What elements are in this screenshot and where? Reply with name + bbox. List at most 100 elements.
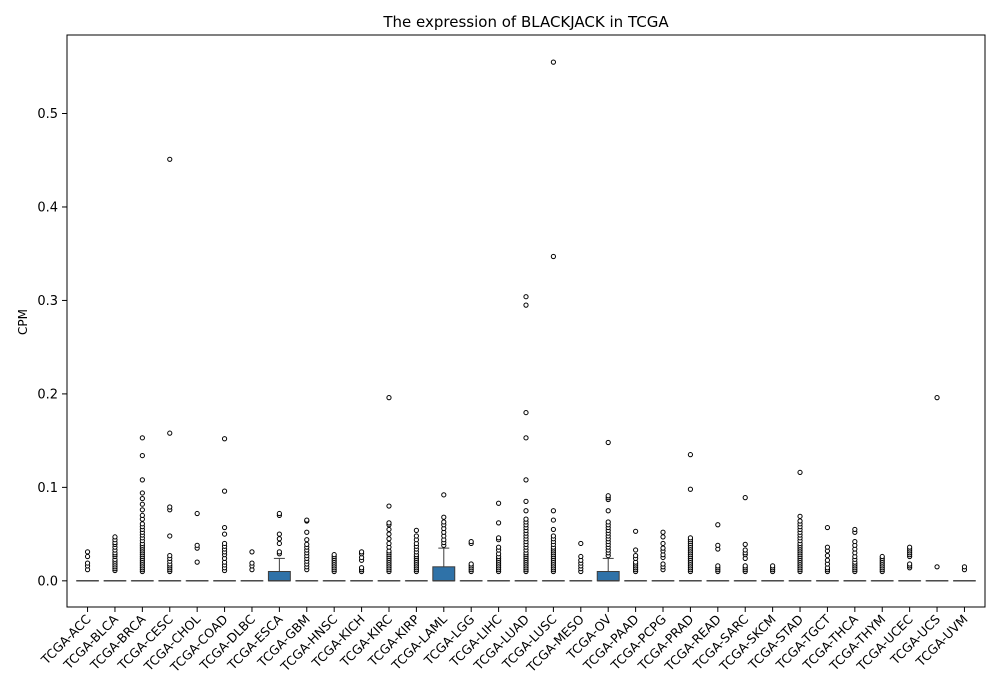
y-tick-label: 0.2 <box>37 387 58 402</box>
box-tcga-tgct <box>815 524 839 582</box>
outlier-point <box>687 535 694 541</box>
box-tcga-lihc <box>487 500 511 582</box>
outlier-point <box>194 542 200 548</box>
outlier-point <box>139 452 145 459</box>
outlier-point <box>139 507 145 513</box>
outlier-point <box>386 520 392 526</box>
outlier-point <box>84 549 91 555</box>
box-tcga-hnsc <box>322 552 346 582</box>
outlier-point <box>578 553 584 560</box>
outlier-point <box>550 59 557 65</box>
box-tcga-acc <box>76 549 100 582</box>
outlier-point <box>276 540 282 547</box>
outlier-point <box>523 435 529 441</box>
outlier-point <box>550 517 557 523</box>
box-tcga-gbm <box>295 517 319 582</box>
y-axis: 0.0 0.1 0.2 0.3 0.4 0.5 <box>37 107 67 589</box>
box-tcga-lusc <box>541 59 565 582</box>
outlier-point <box>715 522 721 528</box>
outlier-point <box>221 488 228 494</box>
outlier-point <box>221 540 228 547</box>
outlier-point <box>221 524 228 531</box>
outlier-point <box>742 563 748 569</box>
outlier-point <box>386 503 392 509</box>
box-tcga-stad <box>788 469 812 582</box>
y-tick-label: 0.1 <box>37 481 58 496</box>
outlier-point <box>441 492 447 498</box>
outlier-point <box>468 561 474 567</box>
box-tcga-read <box>706 522 730 582</box>
outlier-point <box>495 544 502 550</box>
box-tcga-kirp <box>404 527 428 582</box>
outlier-point <box>167 533 173 539</box>
box-tcga-laml <box>432 492 456 582</box>
outlier-point <box>605 519 611 525</box>
box-tcga-cesc <box>158 156 182 582</box>
outlier-point <box>386 531 392 537</box>
outlier-point <box>276 531 282 537</box>
outlier-point <box>715 542 721 548</box>
outlier-point <box>304 517 310 523</box>
outlier-point <box>578 540 584 547</box>
outlier-point <box>852 526 858 533</box>
outlier-point <box>824 544 831 550</box>
outlier-point <box>441 519 447 525</box>
outlier-point <box>824 524 831 531</box>
outlier-point <box>742 541 748 547</box>
outlier-point <box>550 533 557 539</box>
outlier-point <box>139 435 145 441</box>
outlier-point <box>550 508 557 514</box>
outlier-point <box>386 526 392 533</box>
outlier-point <box>249 549 255 555</box>
outlier-point <box>633 552 639 559</box>
outlier-point <box>139 512 145 519</box>
outlier-point <box>495 500 502 506</box>
outlier-point <box>249 560 255 566</box>
box-tcga-skcm <box>761 563 785 582</box>
outlier-point <box>358 565 365 571</box>
box-tcga-meso <box>569 540 593 582</box>
outlier-point <box>879 553 885 560</box>
outlier-point <box>84 560 91 566</box>
outlier-point <box>386 536 392 542</box>
outlier-point <box>276 536 282 542</box>
outlier-point <box>221 531 228 537</box>
outlier-point <box>715 563 721 569</box>
outlier-point <box>523 508 529 514</box>
outlier-point <box>687 452 694 458</box>
outlier-point <box>633 547 639 553</box>
outlier-point <box>221 436 228 442</box>
outlier-point <box>386 540 392 547</box>
outlier-point <box>276 549 282 555</box>
outlier-point <box>523 409 529 416</box>
outlier-point <box>304 529 310 535</box>
outlier-point <box>797 469 803 476</box>
box-tcga-sarc <box>733 495 757 582</box>
outlier-point <box>84 553 91 560</box>
outlier-point <box>742 547 748 553</box>
outlier-point <box>304 537 310 543</box>
outlier-point <box>742 495 748 501</box>
outlier-point <box>605 493 611 499</box>
outlier-point <box>523 477 529 483</box>
outlier-point <box>304 541 310 547</box>
outlier-point <box>139 477 145 483</box>
outlier-point <box>660 529 666 535</box>
outlier-point <box>797 513 803 519</box>
box-tcga-uvm <box>952 564 976 582</box>
box-tcga-thym <box>870 553 894 582</box>
outlier-point <box>276 510 282 517</box>
outlier-point <box>331 552 337 558</box>
y-tick-label: 0.5 <box>37 107 58 122</box>
box-tcga-coad <box>213 436 237 582</box>
outlier-point <box>660 534 666 540</box>
outlier-point <box>167 504 173 510</box>
box-body <box>267 570 291 582</box>
box-tcga-ov <box>596 439 620 582</box>
plot-area <box>76 59 976 582</box>
outlier-point <box>770 563 776 569</box>
outlier-point <box>167 156 173 162</box>
outlier-point <box>358 549 365 555</box>
box-tcga-luad <box>514 294 538 582</box>
